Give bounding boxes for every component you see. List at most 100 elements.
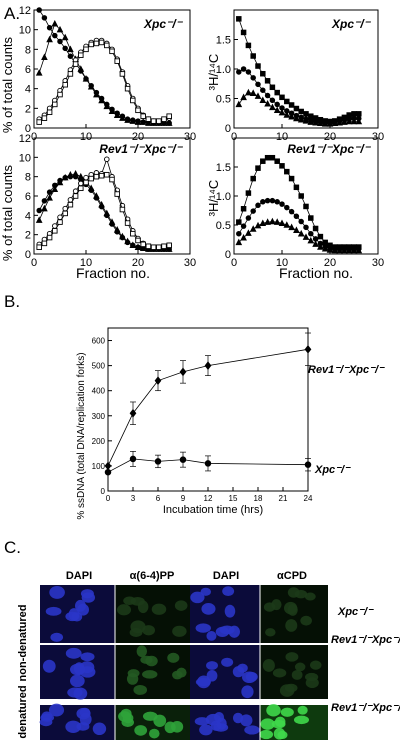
a-bottom-left-series-3-point — [150, 244, 157, 250]
a-top-right-series-1-point — [264, 92, 271, 99]
a-bottom-right-series-2-point — [273, 218, 281, 225]
a-top-right-series-2-point — [293, 114, 300, 122]
a-bottom-left-series-3-point — [72, 193, 79, 199]
a-top-right-series-0-point — [351, 111, 357, 117]
a-bottom-right-series-1-point — [240, 223, 247, 229]
a-bottom-right-series-0-point — [255, 165, 261, 171]
a-top-right-ylabel: ³H/¹⁴C — [206, 54, 221, 91]
a-bottom-right-series-2-point — [254, 221, 262, 229]
b-xtick-label: 24 — [304, 494, 313, 503]
c-cell-r1-c3 — [262, 659, 275, 672]
a-top-left-series-3-point — [156, 118, 162, 124]
c-cell-r1-c0 — [69, 674, 85, 688]
a-top-right-series-0-point — [293, 105, 300, 112]
c-cell-r1-c2 — [241, 685, 254, 699]
a-top-left-series-3-point — [150, 118, 157, 124]
a-top-right-series-0-point — [284, 98, 290, 105]
c-cell-r1-c3 — [285, 652, 299, 662]
a-bottom-right-series-1-point — [245, 215, 252, 221]
c-cell-r1-c2 — [221, 657, 234, 667]
a-top-right-series-2-point — [307, 118, 315, 125]
a-top-left-series-1-point — [46, 35, 53, 43]
c-cell-r1-c3 — [284, 683, 298, 693]
c-cell-r1-c3 — [304, 672, 319, 682]
a-bottom-left-series-3-point — [67, 201, 74, 208]
b-ylabel: % ssDNA (total DNA/replication forks) — [76, 352, 87, 519]
a-top-left-series-1-point — [124, 116, 131, 123]
a-bottom-right-series-0-line — [238, 157, 359, 248]
a-top-left-series-0-point — [57, 38, 63, 45]
a-bottom-left-series-1-point — [165, 245, 173, 252]
c-cell-r2-c1 — [149, 728, 160, 739]
c-cell-r2-c3 — [260, 718, 275, 730]
a-top-left-series-1-point — [98, 96, 105, 104]
a-bottom-right-series-2-point — [293, 226, 300, 233]
b-ytick-label: 500 — [92, 362, 106, 371]
a-bottom-right-series-2-point — [259, 219, 267, 227]
a-top-left-ytick-label: 0 — [25, 123, 31, 135]
a-top-right-series-2-point — [288, 112, 295, 120]
c-cell-r1-c1 — [167, 652, 180, 663]
a-top-left-series-1-point — [113, 111, 121, 118]
b-series-1-line — [107, 458, 309, 473]
b-xtick-label: 3 — [131, 494, 136, 503]
a-bottom-right-ylabel: ³H/¹⁴C — [206, 180, 221, 217]
a-bottom-left-ytick-label: 10 — [19, 152, 31, 164]
c-group-non-denatured: non-denatured — [17, 605, 29, 682]
a-bottom-left-ytick-label: 12 — [19, 133, 31, 145]
panel-label-c: C. — [4, 538, 21, 557]
a-top-left-series-3-point — [166, 113, 172, 119]
a-bottom-left-ytick-label: 4 — [25, 210, 31, 222]
a-top-right-series-0-point — [288, 102, 295, 108]
b-series-1-point — [304, 461, 312, 468]
b-ytick-label: 300 — [92, 412, 106, 421]
c-cell-r2-c3 — [274, 716, 286, 728]
c-cell-r0-c2 — [224, 604, 236, 618]
a-bottom-left-series-1-point — [72, 169, 79, 177]
a-top-right-series-0-point — [279, 94, 285, 101]
a-right-xlabel: Fraction no. — [279, 265, 353, 281]
a-top-left-series-3-line — [38, 42, 170, 123]
a-top-right-series-2-point — [283, 111, 291, 118]
a-top-left-series-0-point — [67, 53, 74, 59]
a-bottom-right-series-1-point — [269, 197, 276, 204]
c-cell-r1-c3 — [272, 668, 287, 678]
a-bottom-right-series-0-point — [317, 233, 324, 240]
a-top-left-series-1-point — [93, 90, 100, 98]
c-cell-r0-c2 — [195, 623, 211, 633]
c-cell-r1-c2 — [206, 669, 218, 682]
a-top-right-series-2-point — [297, 115, 305, 123]
a-bottom-left-series-3-point — [52, 228, 58, 234]
a-top-right-series-1-point — [250, 75, 256, 81]
c-cell-r2-c0 — [41, 711, 53, 721]
a-top-right-series-2-point — [240, 93, 247, 101]
c-cell-r0-c2 — [206, 631, 217, 641]
c-cell-r2-c3 — [259, 729, 274, 740]
a-top-right-xtick-label: 30 — [372, 131, 384, 143]
a-top-left-series-1-point — [77, 65, 85, 72]
c-cell-r0-c3 — [300, 615, 312, 626]
c-cell-r1-c2 — [237, 663, 248, 673]
a-bottom-right-series-2-point — [341, 246, 348, 254]
c-cell-r1-c1 — [136, 645, 148, 658]
a-bottom-left-series-0-point — [36, 207, 42, 214]
a-bottom-left-series-3-point — [88, 175, 94, 182]
c-cell-r0-c0 — [65, 611, 80, 622]
a-top-left-series-3-point — [57, 91, 63, 98]
a-bottom-right-title: Rev1⁻/⁻Xpc⁻/⁻ — [287, 142, 371, 156]
a-bottom-right-series-0-point — [260, 158, 266, 164]
b-xtick-label: 21 — [279, 494, 288, 503]
a-top-right-series-1-point — [255, 81, 261, 88]
a-bottom-left-ytick-label: 6 — [25, 191, 31, 203]
a-bottom-right-xtick-label: 30 — [372, 257, 384, 269]
a-bottom-right-series-2-point — [355, 246, 363, 254]
a-bottom-left-series-3-point — [83, 179, 89, 186]
a-top-left-ytick-label: 4 — [25, 84, 31, 96]
a-top-right-series-2-point — [254, 92, 262, 99]
c-cell-r2-c0 — [92, 722, 107, 736]
b-ytick-label: 100 — [92, 462, 106, 471]
a-top-right-series-2-point — [355, 117, 363, 125]
a-bottom-left-series-3-point — [57, 219, 63, 225]
a-top-left-series-1-point — [61, 33, 69, 41]
